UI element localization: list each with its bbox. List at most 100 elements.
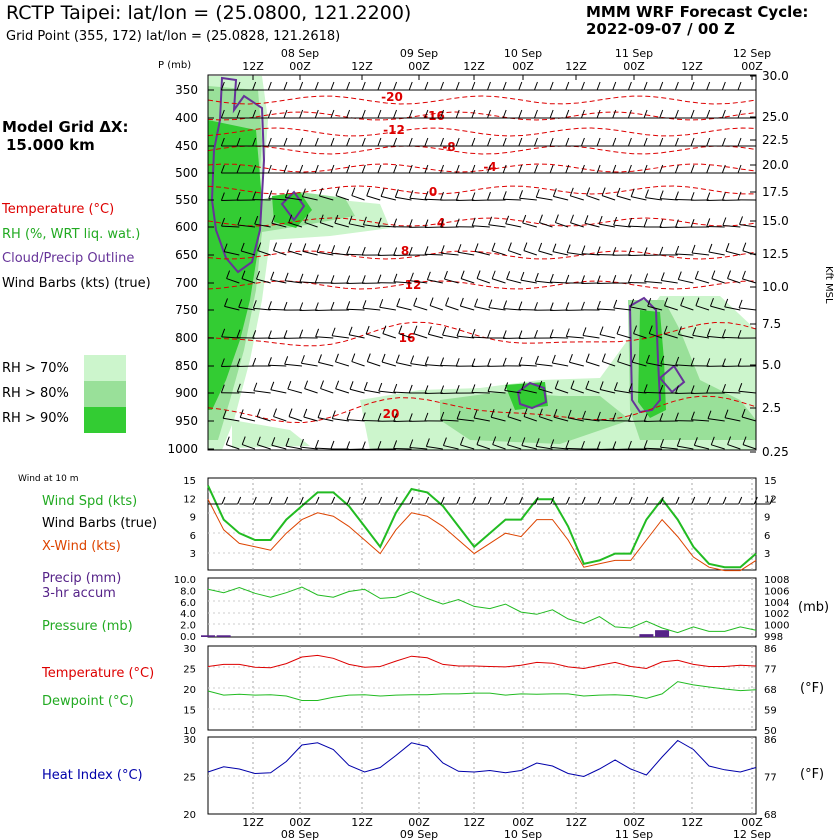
- wind-barb: [659, 109, 678, 119]
- pressure-tick-label: 1000: [167, 442, 198, 456]
- wind-barb: [330, 275, 349, 284]
- cloud-outline-tower-east: [658, 364, 686, 394]
- wind-barb: [314, 439, 334, 450]
- wind-barb: [596, 275, 616, 285]
- wind-barb: [424, 191, 443, 201]
- legend-rh90-label: RH > 90%: [2, 411, 69, 426]
- wind-barb: [221, 328, 240, 339]
- wind-barb: [519, 190, 537, 201]
- wind-barb: [221, 217, 240, 228]
- wind-barb: [706, 192, 725, 202]
- wind-barb: [523, 242, 537, 256]
- wind-barb: [427, 326, 443, 339]
- wind-barb: [241, 270, 256, 284]
- dewpoint-line: [207, 681, 757, 701]
- wind-barb: [471, 109, 490, 119]
- wind-barb: [534, 355, 553, 367]
- wind-y-tick-right: 12: [764, 494, 777, 505]
- wind-barb: [580, 81, 600, 91]
- wind-barb: [585, 353, 600, 367]
- wind-barb: [424, 356, 443, 367]
- wind-barb: [456, 410, 475, 422]
- surface-wind-barb: [239, 496, 257, 505]
- wind-barb: [455, 81, 475, 91]
- temperature-f-tick: 77: [764, 665, 777, 676]
- wind-barb: [502, 109, 522, 119]
- wind-barb: [598, 215, 616, 228]
- isotherm-line: [207, 145, 757, 155]
- wind-barb: [580, 164, 600, 174]
- wind-barb: [721, 329, 741, 339]
- wind-barb: [239, 409, 256, 422]
- wind-barb: [455, 192, 475, 201]
- pressure-tick-label: 800: [175, 331, 198, 345]
- wind-barb: [408, 384, 428, 394]
- wind-barb: [647, 298, 663, 311]
- wind-barb: [377, 413, 396, 422]
- wind-barb: [487, 358, 506, 367]
- wind-barb: [599, 326, 616, 339]
- wind-barb: [284, 272, 303, 284]
- wind-barb: [538, 214, 553, 228]
- wind-barb: [643, 137, 663, 147]
- wind-y-tick-right: 6: [764, 531, 770, 542]
- wind-barb: [488, 299, 506, 311]
- wind-barb: [567, 409, 584, 422]
- wind-barb: [393, 273, 412, 284]
- surface-wind-barb: [646, 496, 664, 505]
- legend-wind-barbs-10m: Wind Barbs (true): [42, 516, 158, 531]
- precip-y-tick: 0.0: [180, 632, 196, 643]
- wind-barb: [693, 437, 710, 450]
- isotherm-line: [207, 321, 757, 347]
- wind-barb: [721, 192, 741, 201]
- height-tick-label: 2.5: [762, 401, 781, 415]
- surface-wind-barb: [599, 496, 617, 505]
- wind-barb: [225, 436, 240, 450]
- wind-barb: [643, 109, 663, 119]
- wind-barb: [507, 242, 522, 256]
- wind-barb: [299, 302, 318, 311]
- rh90-region-west: [208, 120, 262, 410]
- height-tick-label: 22.5: [762, 133, 789, 147]
- wind-barb: [533, 109, 553, 119]
- wind-barb: [565, 302, 584, 311]
- wind-barb: [346, 275, 365, 285]
- precip-bar: [201, 635, 215, 637]
- wind-barb: [330, 81, 349, 91]
- wind-barb: [299, 81, 318, 91]
- wind-barb: [660, 272, 678, 284]
- temperature-y-tick: 30: [183, 644, 196, 655]
- temperature-f-tick: 86: [764, 644, 777, 655]
- forecast-cycle-value: 2022-09-07 / 00 Z: [586, 20, 735, 38]
- wind-barb: [612, 137, 631, 147]
- wind-barb: [334, 214, 350, 228]
- wind-barb: [256, 408, 271, 422]
- wind-barb: [721, 358, 741, 368]
- wind-barb: [236, 137, 255, 147]
- wind-barb: [330, 301, 349, 311]
- top-time-tick-label: 00Z: [741, 60, 763, 73]
- wind-barb: [440, 81, 459, 91]
- wind-barb: [377, 247, 396, 256]
- wind-barb: [487, 164, 506, 174]
- wind-barb: [586, 187, 600, 201]
- wind-barb: [361, 164, 381, 174]
- wind-barb: [627, 137, 647, 147]
- wind-barb: [708, 243, 725, 256]
- pressure-line: [207, 586, 757, 634]
- top-time-tick-label: 00Z: [623, 60, 645, 73]
- isotherm-label: 8: [401, 244, 409, 258]
- wind-barb: [565, 328, 584, 339]
- pressure-tick-label: 850: [175, 359, 198, 373]
- wind-barb: [738, 383, 757, 394]
- wind-barb: [393, 413, 412, 423]
- wind-barb: [585, 380, 600, 394]
- wind-barb: [535, 438, 553, 450]
- wind-barb: [283, 81, 302, 91]
- wind-barb: [628, 217, 647, 228]
- isotherm-line: [207, 217, 757, 227]
- wind-barb: [440, 137, 459, 147]
- wind-barb: [677, 271, 694, 284]
- surface-wind-barb: [458, 496, 476, 505]
- wind-barb: [580, 109, 600, 119]
